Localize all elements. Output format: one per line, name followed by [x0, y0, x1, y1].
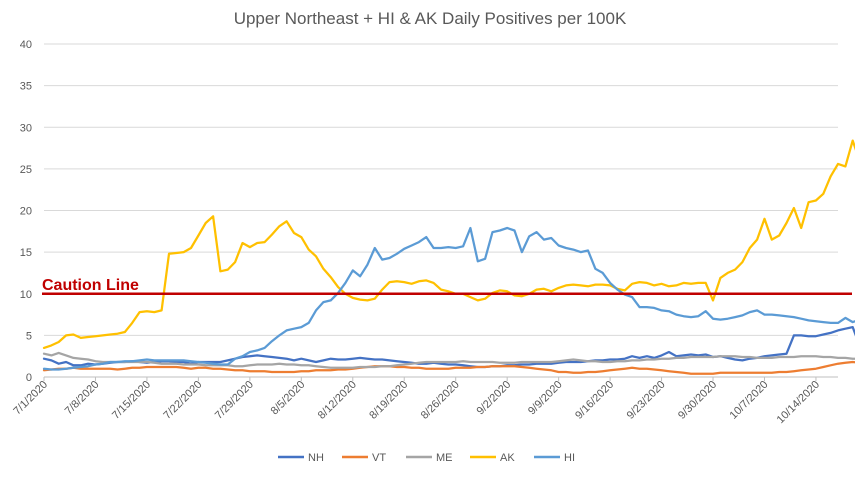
- caution-line-label: Caution Line: [42, 277, 139, 294]
- y-tick-label: 40: [20, 39, 32, 51]
- y-tick-label: 0: [26, 372, 32, 384]
- y-tick-label: 30: [20, 122, 32, 134]
- y-tick-label: 15: [20, 247, 32, 259]
- series-line-vt: [42, 360, 855, 375]
- y-axis-ticks: 0 5 10 15 20 25 30 35 40: [20, 39, 32, 384]
- legend-label-vt: VT: [372, 452, 386, 464]
- legend-label-me: ME: [436, 452, 453, 464]
- legend-label-hi: HI: [564, 452, 575, 464]
- series-line-me: [42, 351, 855, 369]
- y-tick-label: 5: [26, 330, 32, 342]
- series-line-hi: [42, 226, 855, 371]
- y-tick-label: 20: [20, 206, 32, 218]
- y-tick-label: 25: [20, 164, 32, 176]
- legend-label-ak: AK: [500, 452, 515, 464]
- legend: NH VT ME AK HI: [278, 452, 575, 464]
- legend-label-nh: NH: [308, 452, 324, 464]
- caution-annotation: Caution Line: [42, 277, 852, 295]
- y-tick-label: 35: [20, 81, 32, 93]
- y-tick-label: 10: [20, 289, 32, 301]
- chart-title: Upper Northeast + HI & AK Daily Positive…: [234, 9, 627, 28]
